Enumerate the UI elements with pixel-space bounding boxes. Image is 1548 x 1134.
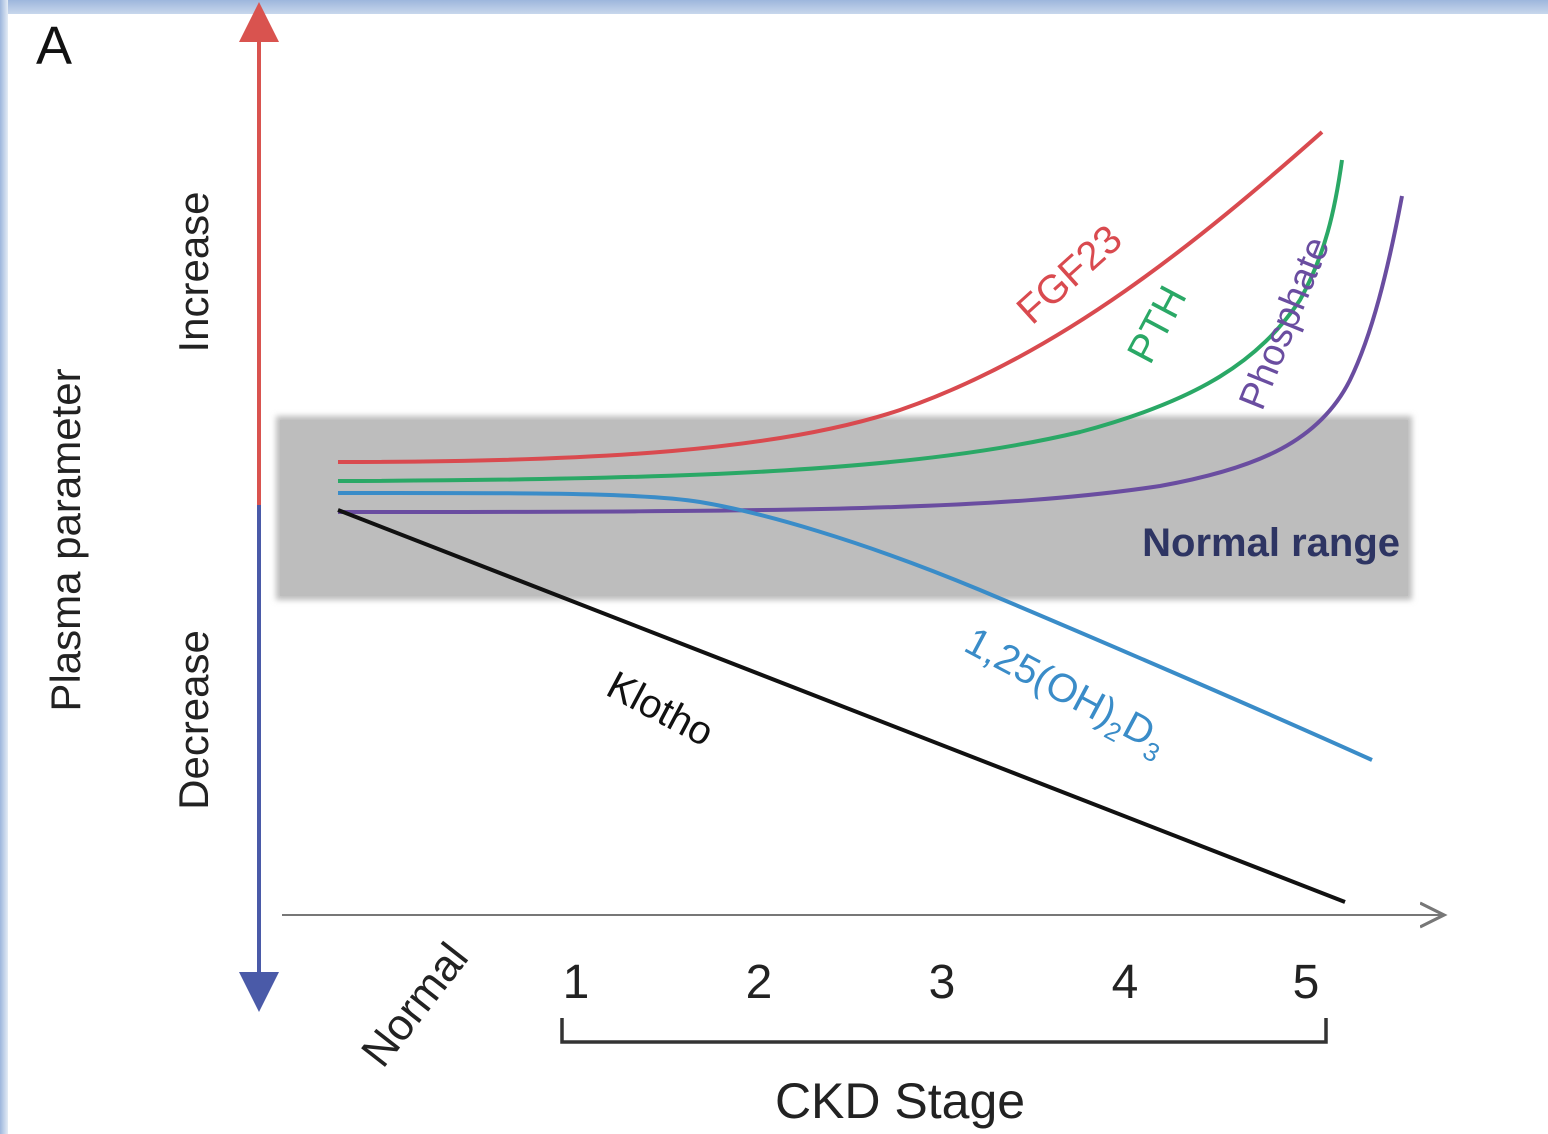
- panel-letter: A: [36, 16, 72, 76]
- label-klotho: Klotho: [600, 663, 721, 755]
- label-pth: PTH: [1119, 279, 1195, 370]
- curve-calcitriol: [337, 490, 1373, 762]
- y-axis-title: Plasma parameter: [42, 368, 89, 711]
- ckd-stage-label: CKD Stage: [775, 1073, 1025, 1129]
- curve-klotho: [337, 508, 1346, 904]
- curve-fgf23: [337, 130, 1324, 464]
- tick-label-2: 2: [746, 956, 773, 1009]
- decrease-label: Decrease: [170, 630, 217, 810]
- tick-label-5: 5: [1293, 956, 1320, 1009]
- ckd-stage-bracket: [560, 1018, 1328, 1044]
- curve-pth: [337, 159, 1344, 483]
- tick-label-1: 1: [563, 956, 590, 1009]
- normal-range-label: Normal range: [1142, 521, 1400, 565]
- increase-label: Increase: [170, 191, 217, 352]
- label-fgf23: FGF23: [1009, 217, 1131, 333]
- tick-label-3: 3: [929, 956, 956, 1009]
- x-start-label: Normal: [352, 934, 478, 1076]
- tick-label-4: 4: [1112, 956, 1139, 1009]
- label-phosphate: Phosphate: [1231, 231, 1338, 415]
- slide-frame-left-edge: [0, 0, 8, 1134]
- label-calcitriol-main: 1,25(OH): [958, 619, 1124, 735]
- curve-phosphate: [337, 195, 1404, 514]
- label-calcitriol: 1,25(OH)2D3: [954, 619, 1174, 768]
